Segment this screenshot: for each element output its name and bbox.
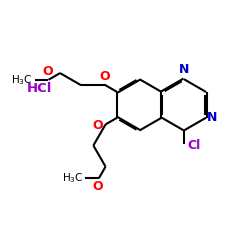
Text: O: O [92,180,103,193]
Text: H$_3$C: H$_3$C [12,73,33,87]
Text: N: N [179,63,189,76]
Text: H$_3$C: H$_3$C [62,171,84,185]
Text: O: O [42,65,52,78]
Text: O: O [99,70,110,83]
Text: HCl: HCl [27,82,52,95]
Text: N: N [207,111,218,124]
Text: O: O [92,119,103,132]
Text: Cl: Cl [188,139,201,152]
